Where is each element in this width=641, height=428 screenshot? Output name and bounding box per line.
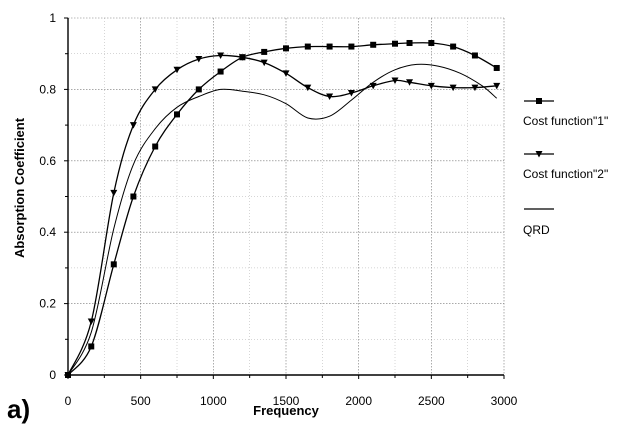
- data-point-cost-function-2: [217, 52, 225, 59]
- data-point-cost-function-2: [449, 84, 457, 92]
- legend-label-cost-function-1: Cost function"1": [523, 114, 608, 128]
- y-tick-label: 0: [49, 368, 56, 382]
- data-point-cost-function-2: [110, 189, 118, 197]
- data-point-cost-function-1: [217, 68, 224, 75]
- legend-marker-cost-function-1: [536, 98, 542, 104]
- data-point-cost-function-1: [110, 261, 117, 268]
- data-point-cost-function-1: [304, 43, 311, 50]
- data-point-cost-function-1: [493, 64, 500, 71]
- data-point-cost-function-2: [151, 86, 159, 93]
- y-tick-label: 0.2: [39, 297, 56, 311]
- data-point-cost-function-2: [195, 56, 203, 63]
- data-point-cost-function-1: [471, 52, 478, 59]
- legend-marker-cost-function-2: [535, 151, 543, 158]
- legend: Cost function"1" Cost function"2" QRD: [523, 98, 608, 237]
- data-point-cost-function-2: [347, 89, 355, 97]
- data-point-cost-function-1: [392, 40, 398, 47]
- data-point-cost-function-2: [326, 93, 334, 101]
- data-point-cost-function-2: [391, 77, 399, 84]
- data-point-cost-function-1: [152, 143, 159, 150]
- data-point-cost-function-1: [406, 39, 413, 46]
- x-tick-label: 3000: [491, 394, 518, 408]
- series-line-cost-function-2: [67, 54, 497, 376]
- data-point-cost-function-1: [450, 43, 457, 50]
- panel-label: a): [7, 394, 30, 424]
- x-tick-label: 2000: [345, 394, 372, 408]
- data-point-cost-function-1: [195, 86, 202, 93]
- series-line-cost-function-1: [67, 42, 498, 376]
- data-point-cost-function-2: [427, 82, 435, 90]
- x-tick-label: 0: [65, 394, 72, 408]
- data-point-cost-function-2: [304, 84, 312, 92]
- y-tick-label: 0.4: [39, 225, 56, 239]
- data-point-cost-function-2: [493, 82, 501, 90]
- legend-label-cost-function-2: Cost function"2": [523, 167, 608, 181]
- data-point-cost-function-2: [369, 82, 377, 90]
- y-tick-label: 0.8: [39, 82, 56, 96]
- series-line-qrd: [67, 63, 498, 376]
- y-tick-label: 0.6: [39, 154, 56, 168]
- data-point-cost-function-1: [283, 45, 289, 52]
- data-point-cost-function-1: [88, 343, 95, 350]
- y-tick-label: 1: [49, 11, 56, 25]
- data-point-cost-function-1: [428, 39, 435, 46]
- data-point-cost-function-2: [129, 122, 137, 129]
- data-point-cost-function-2: [260, 59, 268, 67]
- data-point-cost-function-2: [406, 79, 414, 86]
- data-point-cost-function-1: [326, 43, 333, 50]
- data-point-cost-function-2: [64, 372, 72, 379]
- x-tick-label: 500: [131, 394, 151, 408]
- data-point-cost-function-2: [471, 84, 479, 92]
- x-tick-label: 1500: [273, 394, 300, 408]
- data-point-cost-function-2: [238, 54, 246, 61]
- x-tick-label: 2500: [418, 394, 445, 408]
- y-axis-label: Absorption Coefficient: [12, 117, 27, 258]
- grid: [68, 17, 505, 375]
- x-axis-label: Frequency: [253, 403, 320, 418]
- data-point-cost-function-2: [173, 66, 181, 74]
- data-point-cost-function-1: [370, 41, 377, 48]
- legend-label-qrd: QRD: [523, 223, 550, 237]
- data-point-cost-function-1: [348, 43, 355, 50]
- axes: 0 500 1000 1500 2000 2500 3000 0 0.2 0.4 0.6 0.8 1: [39, 11, 517, 408]
- data-point-cost-function-1: [174, 111, 180, 118]
- data-point-cost-function-1: [130, 193, 137, 200]
- data-point-cost-function-1: [261, 48, 268, 55]
- series: [64, 39, 501, 379]
- data-point-cost-function-2: [282, 70, 290, 77]
- x-tick-label: 1000: [200, 394, 227, 408]
- data-point-cost-function-2: [87, 318, 95, 325]
